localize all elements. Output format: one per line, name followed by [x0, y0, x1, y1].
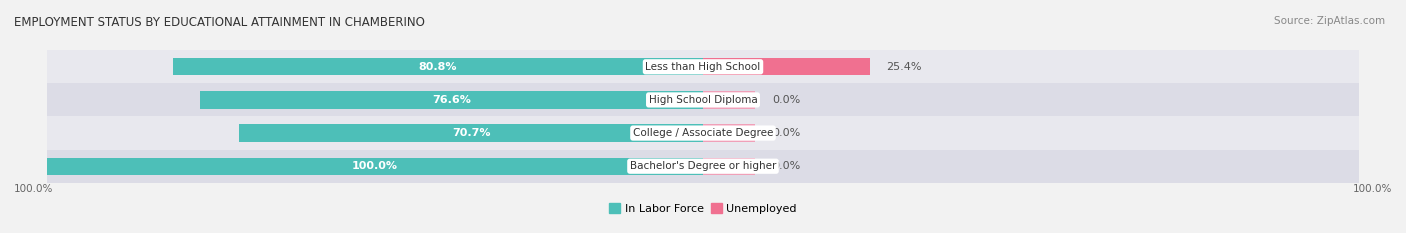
- Legend: In Labor Force, Unemployed: In Labor Force, Unemployed: [605, 199, 801, 218]
- Text: 100.0%: 100.0%: [1353, 184, 1392, 194]
- Text: 100.0%: 100.0%: [14, 184, 53, 194]
- Bar: [703, 50, 1360, 83]
- Bar: [703, 150, 1360, 183]
- Bar: [703, 91, 755, 109]
- Bar: [703, 158, 755, 175]
- Text: 76.6%: 76.6%: [432, 95, 471, 105]
- Bar: [46, 150, 703, 183]
- Text: 70.7%: 70.7%: [451, 128, 491, 138]
- Text: 80.8%: 80.8%: [419, 62, 457, 72]
- Text: Bachelor's Degree or higher: Bachelor's Degree or higher: [630, 161, 776, 171]
- Bar: [201, 91, 703, 109]
- Bar: [46, 50, 703, 83]
- Bar: [703, 124, 755, 142]
- Text: 0.0%: 0.0%: [772, 128, 800, 138]
- Text: Less than High School: Less than High School: [645, 62, 761, 72]
- Bar: [46, 116, 703, 150]
- Text: 25.4%: 25.4%: [886, 62, 921, 72]
- Bar: [173, 58, 703, 75]
- Bar: [703, 116, 1360, 150]
- Text: Source: ZipAtlas.com: Source: ZipAtlas.com: [1274, 16, 1385, 26]
- Text: High School Diploma: High School Diploma: [648, 95, 758, 105]
- Bar: [46, 83, 703, 116]
- Text: 0.0%: 0.0%: [772, 161, 800, 171]
- Bar: [46, 158, 703, 175]
- Text: EMPLOYMENT STATUS BY EDUCATIONAL ATTAINMENT IN CHAMBERINO: EMPLOYMENT STATUS BY EDUCATIONAL ATTAINM…: [14, 16, 425, 29]
- Text: 0.0%: 0.0%: [772, 95, 800, 105]
- Bar: [239, 124, 703, 142]
- Text: College / Associate Degree: College / Associate Degree: [633, 128, 773, 138]
- Text: 100.0%: 100.0%: [352, 161, 398, 171]
- Bar: [703, 83, 1360, 116]
- Bar: [703, 58, 870, 75]
